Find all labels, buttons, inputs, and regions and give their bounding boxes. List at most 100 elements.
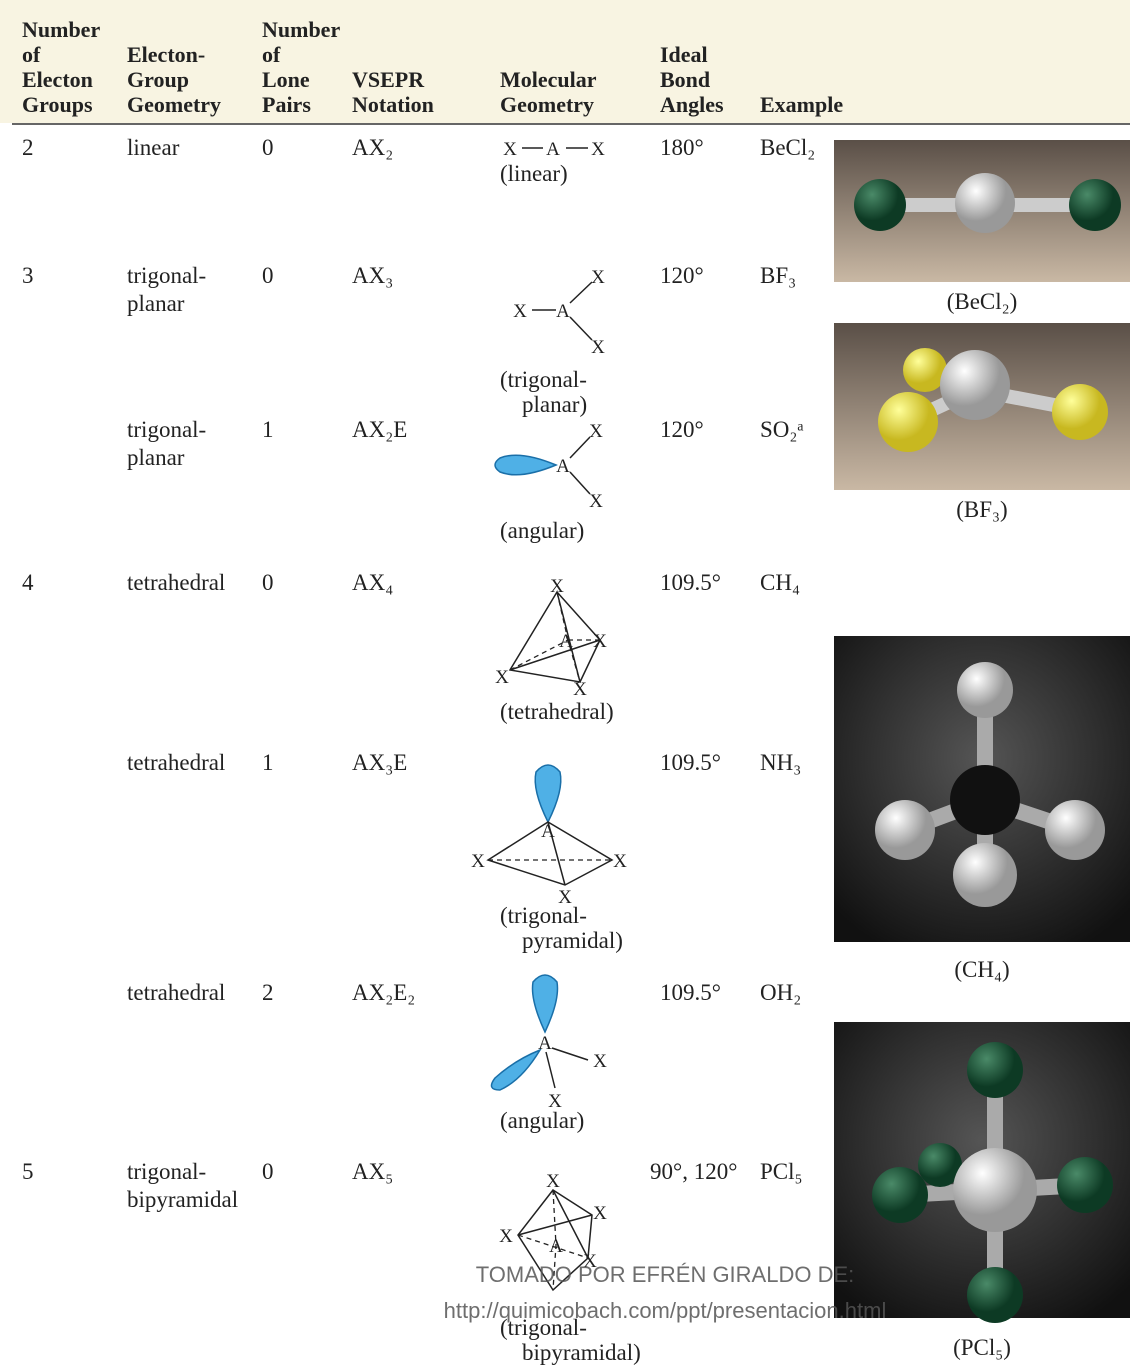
header-text: Geometry (500, 92, 594, 117)
header-text: Number (22, 17, 100, 42)
watermark-line: http://quimicobach.com/ppt/presentacion.… (444, 1298, 887, 1323)
cell-text: 109.5° (660, 750, 721, 775)
atom-symbol: X (591, 139, 605, 160)
watermark-line: TOMADO POR EFRÉN GIRALDO DE: (476, 1262, 855, 1287)
header-text: Example (760, 92, 843, 117)
photo-caption: (PCl₅) (953, 1335, 1011, 1360)
watermark: TOMADO POR EFRÉN GIRALDO DE: http://quimi… (444, 1262, 887, 1323)
cell-text: 1 (262, 750, 274, 775)
cell-text: 3 (22, 263, 34, 288)
atom-symbol: X (471, 851, 485, 872)
header-text: of (22, 42, 41, 67)
atom-symbol: X (548, 1091, 562, 1112)
header-text: Groups (22, 92, 93, 117)
atom-symbol: X (583, 1251, 597, 1272)
atom-symbol: X (593, 1203, 607, 1224)
cell-text: 0 (262, 135, 274, 160)
cell-text: PCl₅ (760, 1159, 803, 1184)
cell-text: linear (127, 135, 180, 160)
cell-text: 120° (660, 263, 704, 288)
cells: NumberofElectonGroupsElecton-GroupGeomet… (22, 17, 1017, 1365)
photo-caption: (BF₃) (956, 497, 1007, 522)
header-text: Number (262, 17, 340, 42)
cell-text: 5 (22, 1159, 34, 1184)
atom-symbol: X (558, 887, 572, 908)
cell-text: planar (127, 445, 185, 470)
cell-text: AX₂ (352, 135, 393, 160)
cell-text: AX₂E₂ (352, 980, 415, 1005)
header-text: Electon- (127, 42, 205, 67)
atom-symbol: X (589, 421, 603, 442)
diagram-lines (486, 147, 614, 1292)
atom-symbol: A (546, 139, 560, 160)
header-text: Molecular (500, 67, 597, 92)
shape-label: pyramidal) (522, 928, 623, 953)
header-text: Pairs (262, 92, 311, 117)
cell-text: planar (127, 291, 185, 316)
header-text: of (262, 42, 281, 67)
header-text: Lone (262, 67, 310, 92)
atom-symbol: X (573, 679, 587, 700)
cell-text: AX₄ (352, 570, 393, 595)
shape-label: planar) (522, 392, 587, 417)
cell-text: 4 (22, 570, 34, 595)
atom-symbol: A (559, 631, 573, 652)
shape-label: (trigonal- (500, 367, 587, 392)
atom-symbol: X (495, 667, 509, 688)
cell-text: 109.5° (660, 980, 721, 1005)
header-bg (0, 0, 1130, 123)
atom-symbol: X (591, 267, 605, 288)
header-text: VSEPR (352, 67, 425, 92)
cell-text: 2 (262, 980, 274, 1005)
atom-symbol: X (550, 576, 564, 597)
cell-text: 1 (262, 417, 274, 442)
cell-text: AX₂E (352, 417, 407, 442)
cell-text: tetrahedral (127, 980, 225, 1005)
atom-symbol: X (499, 1226, 513, 1247)
photo-caption: (BeCl₂) (947, 289, 1018, 314)
shape-label: (tetrahedral) (500, 699, 614, 724)
cell-text: bipyramidal (127, 1187, 238, 1212)
cell-text: 0 (262, 1159, 274, 1184)
shape-label: (angular) (500, 1108, 584, 1133)
cell-text: BeCl₂ (760, 135, 815, 160)
atom-symbol: X (591, 337, 605, 358)
cell-text: AX₅ (352, 1159, 393, 1184)
atom-symbol: A (538, 1033, 552, 1054)
shape-label: (trigonal- (500, 1315, 587, 1340)
atom-symbol: X (589, 491, 603, 512)
atom-symbol: A (556, 456, 570, 477)
cell-text: 2 (22, 135, 34, 160)
shape-label: (linear) (500, 161, 568, 186)
cell-text: CH₄ (760, 570, 800, 595)
cell-text: 0 (262, 263, 274, 288)
header-text: Ideal (660, 42, 708, 67)
cell-text: 120° (660, 417, 704, 442)
cell-text: AX₃ (352, 263, 393, 288)
header-text: Geometry (127, 92, 221, 117)
header-text: Angles (660, 92, 724, 117)
shape-label: (angular) (500, 518, 584, 543)
cell-text: 109.5° (660, 570, 721, 595)
cell-text: trigonal- (127, 1159, 206, 1184)
cell-text: 180° (660, 135, 704, 160)
atom-symbol: X (546, 1171, 560, 1192)
cell-text: tetrahedral (127, 750, 225, 775)
cell-text: AX₃E (352, 750, 407, 775)
shape-label: bipyramidal) (522, 1340, 641, 1365)
cell-text: BF₃ (760, 263, 796, 288)
atom-symbol: A (556, 301, 570, 322)
atom-symbol: X (613, 851, 627, 872)
atom-symbol: A (549, 1236, 563, 1257)
atom-symbol: X (513, 301, 527, 322)
cell-text: 0 (262, 570, 274, 595)
photo-becl2 (834, 140, 1130, 282)
cell-text: NH₃ (760, 750, 801, 775)
header-text: Group (127, 67, 189, 92)
header-text: Electon (22, 67, 93, 92)
photo-bf3 (834, 323, 1130, 490)
atom-symbol: X (503, 139, 517, 160)
atom-symbol: X (593, 1051, 607, 1072)
